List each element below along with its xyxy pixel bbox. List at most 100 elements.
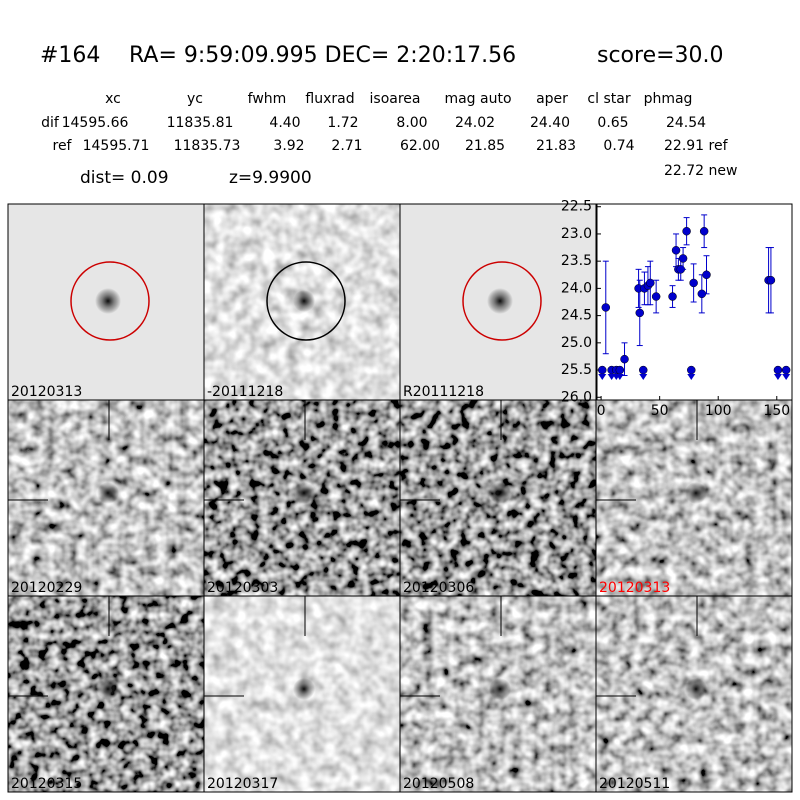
upper-limit: [687, 365, 696, 375]
dist: dist= 0.09: [80, 168, 169, 188]
source: [293, 678, 315, 700]
cutout-label: 20120317: [207, 776, 278, 792]
upper-limit-arrow: [598, 374, 607, 381]
cutout: 20120511: [595, 595, 793, 793]
table-cell: 0.65: [597, 115, 628, 131]
cutout: 20120229: [7, 399, 205, 597]
upper-limit-arrow: [782, 374, 791, 381]
new-mag: 22.72 new: [664, 163, 737, 179]
x-tick-label: 100: [705, 403, 732, 419]
x-tick-label: 0: [597, 403, 606, 419]
upper-limit: [781, 365, 791, 375]
y-tick-label: 24.0: [561, 280, 592, 296]
cutout: 20120313: [7, 203, 205, 401]
source: [489, 482, 511, 504]
point: [702, 270, 711, 280]
cutout: 20120313: [595, 399, 793, 597]
cutout: 20120508: [399, 595, 597, 793]
coordinates: RA= 9:59:09.995 DEC= 2:20:17.56: [129, 43, 516, 68]
source: [293, 290, 315, 312]
x-tick-label: 50: [651, 403, 669, 419]
y-tick-label: 26.0: [561, 389, 592, 405]
cutout-label: -20111218: [207, 384, 283, 400]
table-cell: 11835.81: [167, 115, 234, 131]
y-tick-label: 22.5: [561, 199, 592, 215]
table-cell: 21.85: [465, 138, 505, 154]
table-cell: 21.83: [536, 138, 576, 154]
column-header: yc: [187, 91, 203, 107]
row-label: dif: [41, 115, 60, 131]
column-header: xc: [105, 91, 121, 107]
cutout-label: 20120315: [11, 776, 82, 792]
point: [646, 278, 655, 288]
source: [293, 482, 315, 504]
point: [766, 275, 776, 285]
aperture: [70, 261, 150, 341]
table-cell: 24.40: [530, 115, 570, 131]
source: [97, 482, 119, 504]
point: [678, 254, 688, 263]
table-cell: 0.74: [603, 138, 634, 154]
z: z=9.9900: [229, 168, 312, 188]
point: [682, 226, 691, 236]
point: [689, 278, 698, 288]
row-label: ref: [53, 138, 73, 154]
source: [487, 288, 513, 314]
column-header: fwhm: [248, 91, 287, 107]
table-cell: 2.71: [331, 138, 362, 154]
table-cell: 11835.73: [174, 138, 241, 154]
upper-limit-arrow: [615, 374, 624, 381]
table-cell: 22.91 ref: [664, 138, 729, 154]
table-cell: 14595.66: [62, 115, 129, 131]
y-tick-label: 25.0: [561, 335, 592, 351]
table-cell: 24.02: [455, 115, 495, 131]
source: [685, 482, 707, 504]
point: [620, 354, 629, 364]
upper-limit: [639, 365, 648, 375]
y-tick-label: 25.5: [561, 362, 592, 378]
column-header: phmag: [644, 91, 693, 107]
cutout-label: 20120511: [599, 776, 670, 792]
table-cell: 1.72: [327, 115, 358, 131]
y-tick-label: 23.5: [561, 253, 592, 269]
aperture: [266, 261, 346, 341]
cutout-label: 20120306: [403, 580, 474, 596]
cutout-label: 20120229: [11, 580, 82, 596]
source: [685, 678, 707, 700]
point: [635, 308, 644, 318]
cutout: 20120303: [203, 399, 401, 597]
table-cell: 4.40: [269, 115, 300, 131]
upper-limit-arrow: [639, 374, 648, 381]
cutout-label: 20120303: [207, 580, 278, 596]
x-tick-label: 150: [763, 403, 790, 419]
cutout-label: 20120313: [599, 580, 670, 596]
source: [97, 678, 119, 700]
score: score=30.0: [597, 43, 724, 68]
candidate-id: #164: [40, 43, 100, 68]
column-header: isoarea: [370, 91, 421, 107]
table-cell: 8.00: [396, 115, 427, 131]
table-cell: 3.92: [273, 138, 304, 154]
cutout: 20120315: [7, 595, 205, 793]
upper-limit-arrow: [773, 374, 782, 381]
point: [668, 292, 677, 301]
column-header: mag auto: [444, 91, 511, 107]
y-tick-label: 24.5: [561, 308, 592, 324]
table: xc yc fwhm fluxrad isoarea mag auto aper cl sta…: [41, 91, 728, 154]
cutout: 20120317: [203, 595, 401, 793]
cutout-label: R20111218: [403, 384, 484, 400]
table-cell: 62.00: [400, 138, 440, 154]
point: [651, 292, 661, 301]
cutout: R20111218: [399, 203, 597, 401]
column-header: cl star: [587, 91, 630, 107]
column-header: fluxrad: [305, 91, 354, 107]
cutout-label: 20120313: [11, 384, 82, 400]
panels: 20120313 -20111218 R20111218 20120229 201203…: [7, 203, 793, 793]
column-header: aper: [536, 91, 568, 107]
light-curve: 22.5 23.0 23.5 24.0 24.5 25.0 25.5 26.0 0 50 100 15…: [561, 199, 793, 419]
cutout: 20120306: [399, 399, 597, 597]
source: [489, 678, 511, 700]
upper-limit: [615, 365, 625, 375]
upper-limit: [773, 365, 783, 375]
